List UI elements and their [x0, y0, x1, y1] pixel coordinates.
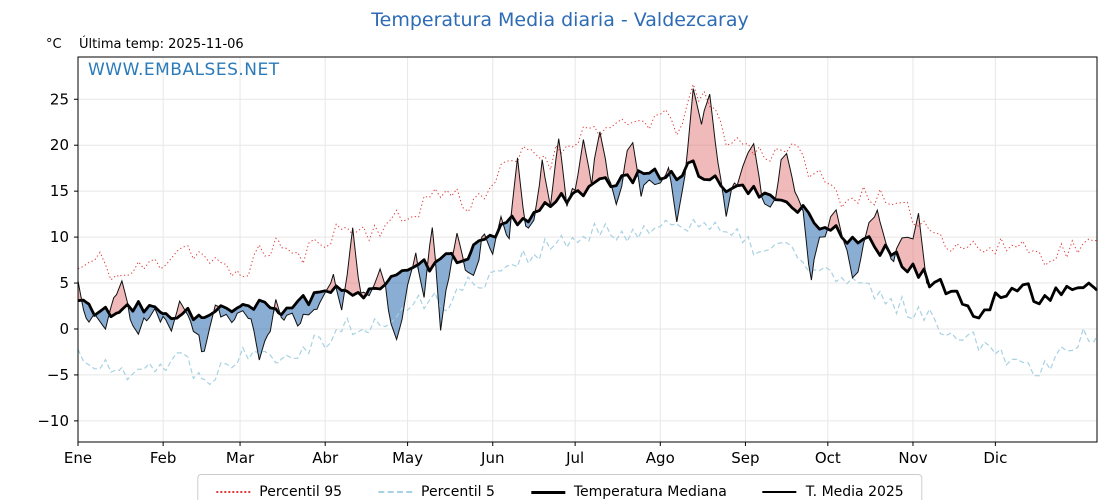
percentil-5-line-sample-icon — [378, 491, 413, 493]
percentil-95-line-sample-icon — [216, 491, 251, 493]
y-axis-unit-label: °C — [46, 37, 62, 52]
legend-label-t-media-2025: T. Media 2025 — [805, 484, 904, 500]
svg-text:0: 0 — [59, 320, 69, 338]
svg-text:Abr: Abr — [312, 449, 339, 467]
legend-item-percentil-5: Percentil 5 — [378, 484, 495, 500]
svg-text:Sep: Sep — [731, 449, 759, 467]
svg-text:Jun: Jun — [480, 449, 504, 467]
chart-title: Temperatura Media diaria - Valdezcaray — [371, 9, 749, 31]
svg-text:Oct: Oct — [815, 449, 841, 467]
svg-text:Ago: Ago — [646, 449, 675, 467]
svg-text:May: May — [392, 449, 423, 467]
legend-label-mediana: Temperatura Mediana — [573, 484, 727, 500]
svg-text:Dic: Dic — [983, 449, 1007, 467]
legend-box: Percentil 95 Percentil 5 Temperatura Med… — [197, 474, 923, 500]
mediana-line-sample-icon — [530, 490, 565, 494]
svg-text:10: 10 — [50, 228, 69, 246]
svg-text:−10: −10 — [37, 412, 69, 430]
svg-text:25: 25 — [50, 90, 69, 108]
last-temp-label: Última temp: 2025-11-06 — [79, 37, 244, 52]
legend-label-percentil-5: Percentil 5 — [421, 484, 495, 500]
legend-item-percentil-95: Percentil 95 — [216, 484, 342, 500]
svg-text:Jul: Jul — [565, 449, 584, 467]
svg-text:−5: −5 — [47, 366, 69, 384]
legend-item-t-media-2025: T. Media 2025 — [762, 484, 904, 500]
legend-item-mediana: Temperatura Mediana — [530, 484, 727, 500]
svg-text:Nov: Nov — [898, 449, 927, 467]
svg-text:15: 15 — [50, 182, 69, 200]
svg-text:5: 5 — [59, 274, 69, 292]
svg-text:Feb: Feb — [150, 449, 177, 467]
watermark-text: WWW.EMBALSES.NET — [88, 60, 280, 80]
svg-text:Ene: Ene — [64, 449, 92, 467]
legend-label-percentil-95: Percentil 95 — [259, 484, 343, 500]
t-media-2025-line-sample-icon — [762, 491, 797, 493]
svg-text:20: 20 — [50, 136, 69, 154]
svg-text:Mar: Mar — [226, 449, 255, 467]
